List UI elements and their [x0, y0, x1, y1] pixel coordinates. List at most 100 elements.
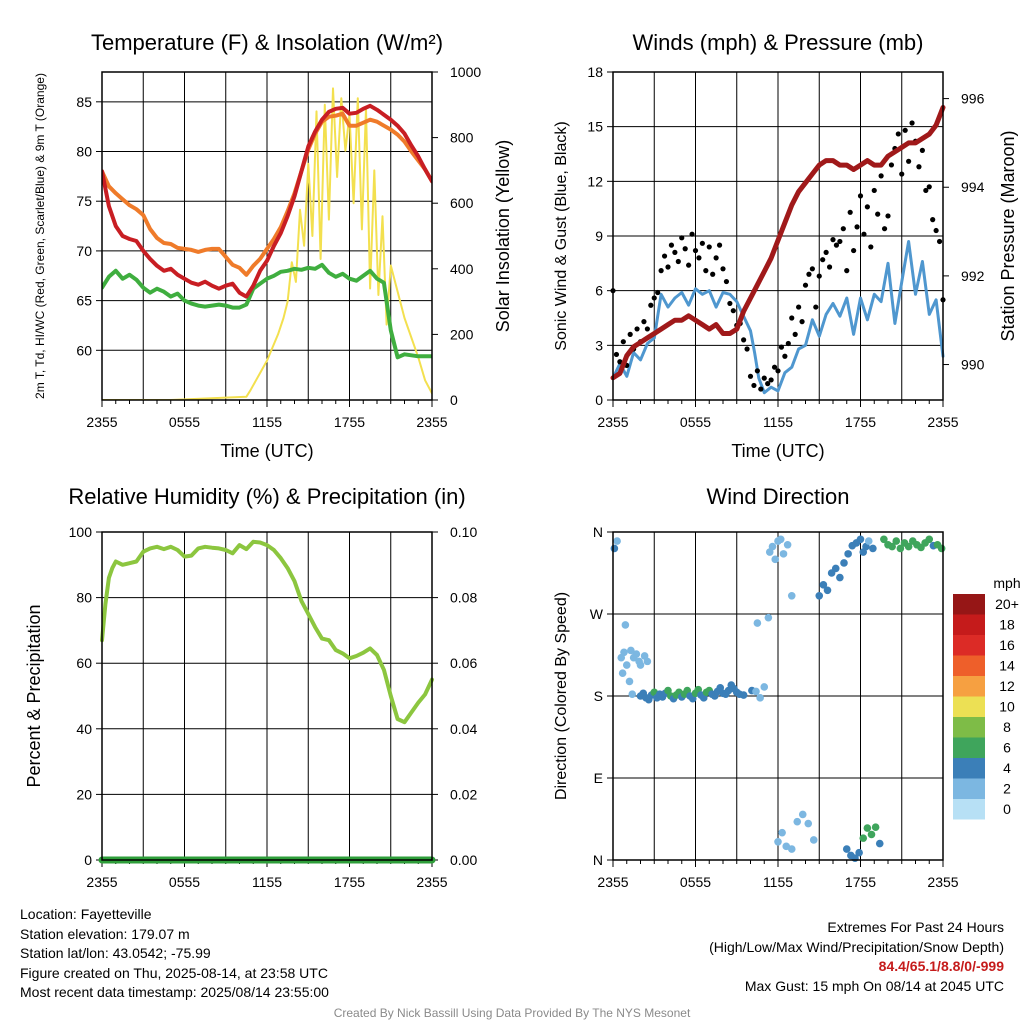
gust-point: [775, 368, 781, 374]
x-tick-label: 2355: [597, 414, 628, 430]
direction-point: [859, 834, 868, 842]
y-tick-label: 12: [587, 173, 603, 189]
y-tick-label: 85: [76, 94, 92, 110]
x-tick-label: 1755: [334, 874, 365, 890]
gust-point: [744, 346, 750, 352]
direction-point: [892, 537, 901, 545]
y2-tick-label: 0.08: [450, 590, 477, 606]
direction-point: [632, 650, 641, 658]
y-tick-label: E: [594, 770, 603, 786]
gust-point: [923, 187, 929, 194]
direction-point: [771, 555, 780, 564]
y2-tick-label: 0: [450, 392, 458, 408]
gust-point: [716, 242, 723, 248]
temperature-x-axis-label: Time (UTC): [220, 441, 313, 461]
x-tick-label: 0555: [680, 414, 711, 430]
y-tick-label: 3: [595, 337, 603, 353]
direction-point: [823, 586, 832, 595]
plot-frame: [101, 71, 433, 401]
x-tick-label: 1155: [252, 414, 282, 430]
direction-point: [855, 848, 863, 857]
direction-point: [836, 573, 844, 582]
gust-point: [802, 282, 809, 288]
gust-point: [778, 344, 785, 350]
direction-point: [871, 823, 880, 831]
sonic-wind-line: [611, 240, 945, 395]
gust-point: [851, 247, 857, 254]
gust-point: [641, 319, 647, 325]
dewpoint-line: [102, 262, 432, 360]
gust-point: [644, 326, 650, 332]
y2-tick-label: 400: [450, 261, 474, 277]
direction-point: [798, 810, 807, 819]
gust-point: [710, 271, 716, 277]
temperature-chart: 60 65 70 75 80 85 0 200 400 600 800 1000 2355 0555 115…: [33, 30, 513, 461]
gust-point: [895, 131, 901, 137]
temperature-right-axis-label: Solar Insolation (Yellow): [493, 140, 513, 332]
direction-point: [621, 621, 630, 629]
direction-point: [844, 550, 852, 558]
gust-point: [672, 249, 678, 255]
gust-point: [771, 364, 778, 370]
direction-point: [840, 559, 848, 567]
gust-point: [816, 273, 822, 279]
x-tick-label: 2355: [416, 414, 447, 430]
direction-point: [764, 613, 773, 622]
gust-point: [696, 255, 702, 261]
legend-swatch: [953, 758, 985, 779]
station-pressure-line: [610, 105, 946, 381]
direction-point: [880, 535, 888, 544]
legend-label: 4: [1003, 760, 1011, 776]
gust-point: [868, 244, 874, 250]
legend-swatch: [953, 614, 985, 635]
y2-tick-label: 600: [450, 195, 474, 211]
gust-point: [837, 238, 843, 245]
gust-point: [833, 242, 840, 248]
wind-x-axis-label: Time (UTC): [731, 441, 824, 461]
y-tick-label: S: [594, 688, 603, 704]
gust-point: [765, 381, 771, 387]
y2-tick-label: 0.02: [450, 786, 477, 802]
y-tick-label: 0: [595, 392, 603, 408]
legend-swatch: [953, 696, 985, 717]
speed-legend: mph 20+ 18 16 14 12 10 8 6 4 2 0: [953, 575, 1021, 820]
legend-label: 0: [1003, 801, 1011, 817]
y2-tick-label: 990: [961, 357, 985, 373]
y-tick-label: 70: [76, 243, 92, 259]
direction-point: [937, 544, 946, 553]
gust-point: [682, 246, 688, 252]
gust-point: [665, 264, 671, 270]
gust-point: [627, 331, 633, 337]
direction-point: [618, 669, 627, 678]
legend-swatch: [953, 737, 985, 758]
direction-point: [778, 828, 786, 837]
gust-point: [906, 158, 912, 164]
direction-point: [863, 824, 872, 832]
gust-point: [888, 162, 895, 168]
gust-point: [854, 224, 860, 230]
y2-tick-label: 800: [450, 130, 474, 146]
gust-point: [686, 262, 692, 268]
x-tick-label: 2355: [927, 414, 958, 430]
elevation-text: Station elevation: 179.07 m: [20, 925, 190, 942]
x-tick-label: 1155: [252, 874, 282, 890]
direction-point: [869, 544, 877, 553]
direction-point: [620, 648, 628, 657]
y-tick-label: 9: [595, 228, 603, 244]
gust-point: [796, 304, 802, 310]
plot-frame: [101, 531, 433, 861]
gust-point: [861, 231, 867, 237]
humidity-chart-title: Relative Humidity (%) & Precipitation (i…: [68, 484, 465, 509]
direction-point: [779, 550, 788, 558]
x-tick-label: 1155: [763, 414, 793, 430]
direction-point: [819, 581, 828, 589]
gust-point: [926, 184, 932, 190]
gust-point: [847, 209, 853, 215]
x-tick-label: 1755: [845, 874, 876, 890]
x-tick-label: 0555: [680, 874, 711, 890]
latlon-text: Station lat/lon: 43.0542; -75.99: [20, 945, 211, 961]
legend-label: 20+: [995, 596, 1019, 612]
gust-point: [936, 238, 943, 245]
y-tick-label: 15: [587, 119, 603, 135]
gust-point: [613, 351, 620, 358]
